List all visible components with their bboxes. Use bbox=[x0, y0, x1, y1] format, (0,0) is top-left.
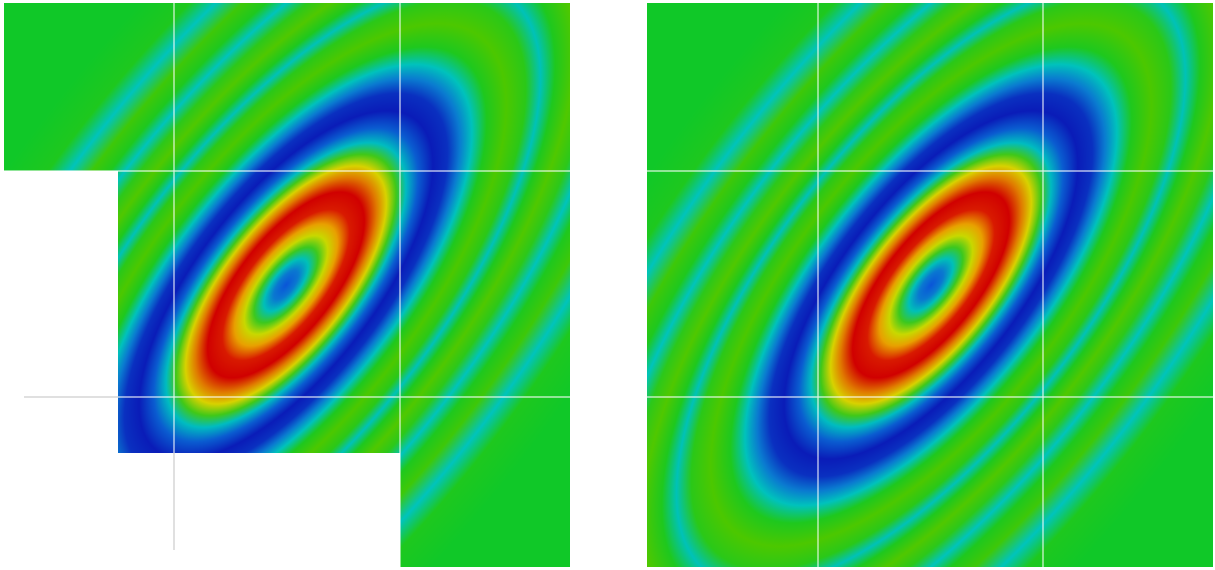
colour-field bbox=[4, 3, 570, 567]
grid-remnant-marks bbox=[24, 396, 175, 550]
field-plot-left bbox=[4, 3, 570, 567]
panel-left-partial-field bbox=[0, 0, 575, 570]
colour-field bbox=[647, 3, 1213, 567]
panel-right-complete-field bbox=[645, 0, 1215, 570]
field-plot-right bbox=[647, 3, 1213, 567]
tile-grid-lines bbox=[647, 3, 1213, 567]
